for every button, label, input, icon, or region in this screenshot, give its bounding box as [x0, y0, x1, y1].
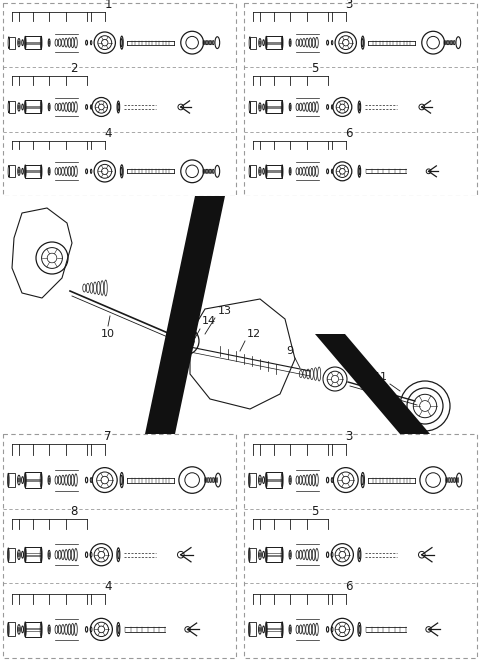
Text: 6: 6	[346, 127, 353, 139]
Bar	[250, 473, 256, 487]
Bar	[25, 473, 41, 488]
Text: 11: 11	[374, 372, 388, 382]
Bar	[250, 623, 256, 637]
Bar	[8, 548, 15, 562]
Text: 12: 12	[247, 329, 261, 339]
Text: 14: 14	[202, 316, 216, 326]
Bar	[266, 100, 282, 114]
Bar	[250, 101, 255, 113]
Bar	[25, 622, 41, 637]
Bar	[0, 196, 480, 434]
Bar	[9, 101, 14, 113]
Bar	[250, 37, 255, 48]
Text: 5: 5	[312, 62, 319, 75]
Text: 10: 10	[101, 329, 115, 339]
Bar	[8, 623, 15, 637]
Bar	[9, 37, 14, 48]
Bar	[25, 100, 41, 114]
Bar	[25, 165, 41, 178]
Text: 3: 3	[346, 0, 353, 11]
Bar	[25, 36, 41, 49]
Bar	[266, 547, 282, 563]
Bar	[266, 165, 282, 178]
Text: 5: 5	[312, 505, 319, 518]
Bar	[266, 473, 282, 488]
Polygon shape	[145, 196, 225, 434]
Text: 2: 2	[71, 62, 78, 75]
Text: 4: 4	[105, 580, 112, 593]
Text: 13: 13	[218, 306, 232, 316]
Polygon shape	[315, 334, 430, 434]
Bar	[250, 165, 255, 177]
Text: 4: 4	[105, 127, 112, 139]
Bar	[250, 548, 256, 562]
Text: 8: 8	[71, 505, 78, 518]
Text: 9: 9	[286, 346, 293, 356]
Text: 7: 7	[105, 430, 112, 444]
Bar	[266, 36, 282, 49]
Bar	[8, 473, 15, 487]
Bar	[9, 165, 14, 177]
Bar	[25, 547, 41, 563]
Text: 1: 1	[105, 0, 112, 11]
Bar	[266, 622, 282, 637]
Text: 3: 3	[346, 430, 353, 444]
Text: 6: 6	[346, 580, 353, 593]
